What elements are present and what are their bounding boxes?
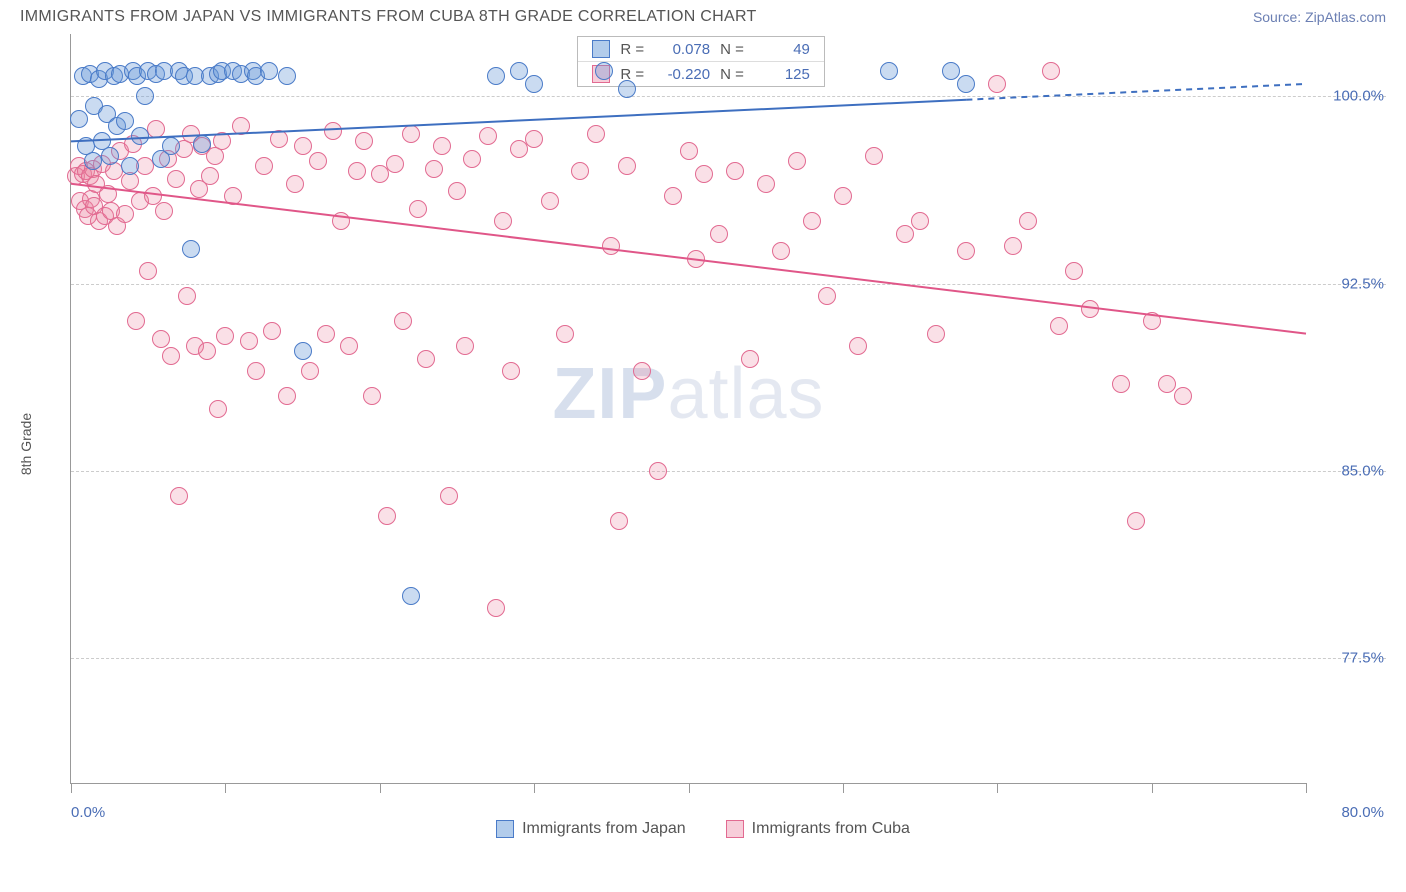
y-axis-label: 8th Grade [18, 413, 34, 475]
x-tick [1152, 783, 1153, 793]
x-tick [1306, 783, 1307, 793]
x-min-label: 0.0% [71, 804, 105, 821]
y-tick-label: 100.0% [1333, 88, 1384, 105]
trendlines [71, 34, 1306, 783]
plot-area: ZIPatlas R = 0.078 N = 49 R = -0.220 N =… [70, 34, 1306, 784]
bottom-legend: Immigrants from Japan Immigrants from Cu… [20, 820, 1386, 838]
x-tick [534, 783, 535, 793]
x-tick [843, 783, 844, 793]
x-tick [225, 783, 226, 793]
x-tick [71, 783, 72, 793]
legend-label: Immigrants from Cuba [752, 820, 910, 838]
x-max-label: 80.0% [1341, 804, 1384, 821]
y-tick-label: 85.0% [1341, 462, 1384, 479]
swatch-icon [726, 820, 744, 838]
legend-item-japan: Immigrants from Japan [496, 820, 686, 838]
chart-container: 8th Grade ZIPatlas R = 0.078 N = 49 R = … [20, 34, 1386, 854]
source-label: Source: ZipAtlas.com [1253, 9, 1386, 25]
legend-label: Immigrants from Japan [522, 820, 686, 838]
x-tick [997, 783, 998, 793]
legend-item-cuba: Immigrants from Cuba [726, 820, 910, 838]
header: IMMIGRANTS FROM JAPAN VS IMMIGRANTS FROM… [0, 0, 1406, 30]
swatch-icon [496, 820, 514, 838]
y-tick-label: 92.5% [1341, 275, 1384, 292]
chart-title: IMMIGRANTS FROM JAPAN VS IMMIGRANTS FROM… [20, 8, 757, 26]
x-tick [689, 783, 690, 793]
x-tick [380, 783, 381, 793]
y-tick-label: 77.5% [1341, 650, 1384, 667]
